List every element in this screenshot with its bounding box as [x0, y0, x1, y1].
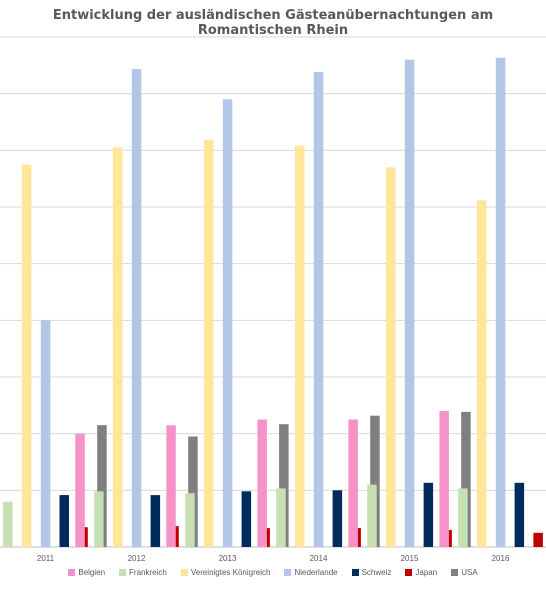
bar-vereinigtes-königreich-2012 — [112, 147, 123, 547]
bar-schweiz-2014 — [332, 490, 343, 547]
legend-item: Niederlande — [284, 568, 338, 577]
bar-usa-2014 — [370, 415, 380, 547]
x-tick-label: 2016 — [492, 554, 510, 563]
bar-frankreich-2015 — [367, 484, 377, 547]
legend-label: Niederlande — [294, 568, 338, 577]
bar-niederlande-2012 — [131, 69, 142, 547]
bar-usa-2012 — [188, 436, 198, 547]
chart-title: Entwicklung der ausländischen Gästeanübe… — [52, 8, 494, 38]
x-tick-label: 2015 — [401, 554, 419, 563]
legend-label: Schweiz — [361, 568, 392, 577]
bar-schweiz-2016 — [514, 482, 525, 547]
legend-label: Belgien — [78, 568, 106, 577]
legend-item: Vereinigtes Königreich — [180, 568, 271, 577]
bar-belgien-2012 — [75, 433, 85, 547]
x-tick-label: 2012 — [128, 554, 146, 563]
bar-frankreich-2016 — [458, 488, 468, 547]
legend-item: USA — [451, 568, 478, 577]
bar-niederlande-2013 — [222, 99, 233, 548]
legend-label: USA — [461, 568, 478, 577]
legend-swatch — [284, 569, 292, 576]
bar-belgien-2015 — [348, 419, 358, 547]
legend-item: Belgien — [68, 568, 105, 577]
x-tick-label: 2014 — [310, 554, 328, 563]
bar-schweiz-2012 — [150, 495, 161, 547]
bar-vereinigtes-königreich-2015 — [386, 167, 396, 548]
bar-usa-2011 — [97, 425, 107, 547]
bar-niederlande-2014 — [313, 71, 324, 548]
legend-label: Japan — [415, 568, 438, 577]
bar-frankreich-2014 — [276, 488, 286, 547]
bar-vereinigtes-königreich-2014 — [295, 145, 305, 547]
bar-frankreich-2013 — [185, 493, 195, 547]
bar-vereinigtes-königreich-2013 — [203, 139, 214, 547]
legend-swatch — [68, 569, 76, 576]
bar-niederlande-2016 — [495, 57, 506, 548]
legend-item: Schweiz — [351, 568, 392, 577]
bar-vereinigtes-königreich-2011 — [21, 164, 32, 547]
bar-frankreich-2011 — [3, 501, 13, 547]
x-tick-label: 2011 — [37, 554, 55, 563]
bar-belgien-2014 — [257, 419, 267, 547]
bar-niederlande-2011 — [40, 320, 51, 547]
bar-usa-2015 — [461, 411, 471, 547]
bar-belgien-2013 — [166, 425, 176, 547]
legend-swatch — [451, 569, 459, 576]
legend-swatch — [119, 569, 127, 576]
legend-swatch — [405, 569, 413, 576]
legend-label: Frankreich — [129, 568, 167, 577]
bar-frankreich-2012 — [94, 491, 104, 547]
bar-schweiz-2011 — [59, 495, 69, 547]
legend: Belgien Frankreich Vereinigtes Königreich N… — [0, 568, 546, 577]
bar-niederlande-2015 — [404, 59, 415, 547]
legend-swatch — [351, 569, 359, 576]
legend-label: Vereinigtes Königreich — [190, 568, 271, 577]
bar-usa-2013 — [279, 424, 289, 547]
legend-item: Japan — [405, 568, 437, 577]
legend-swatch — [180, 569, 188, 576]
bar-vereinigtes-königreich-2016 — [477, 200, 487, 547]
legend-item: Frankreich — [119, 568, 167, 577]
bar-japan-2016 — [533, 532, 543, 547]
bar-belgien-2016 — [439, 411, 449, 547]
bar-schweiz-2015 — [423, 482, 434, 547]
x-tick-label: 2013 — [219, 554, 237, 563]
bar-schweiz-2013 — [241, 491, 252, 547]
